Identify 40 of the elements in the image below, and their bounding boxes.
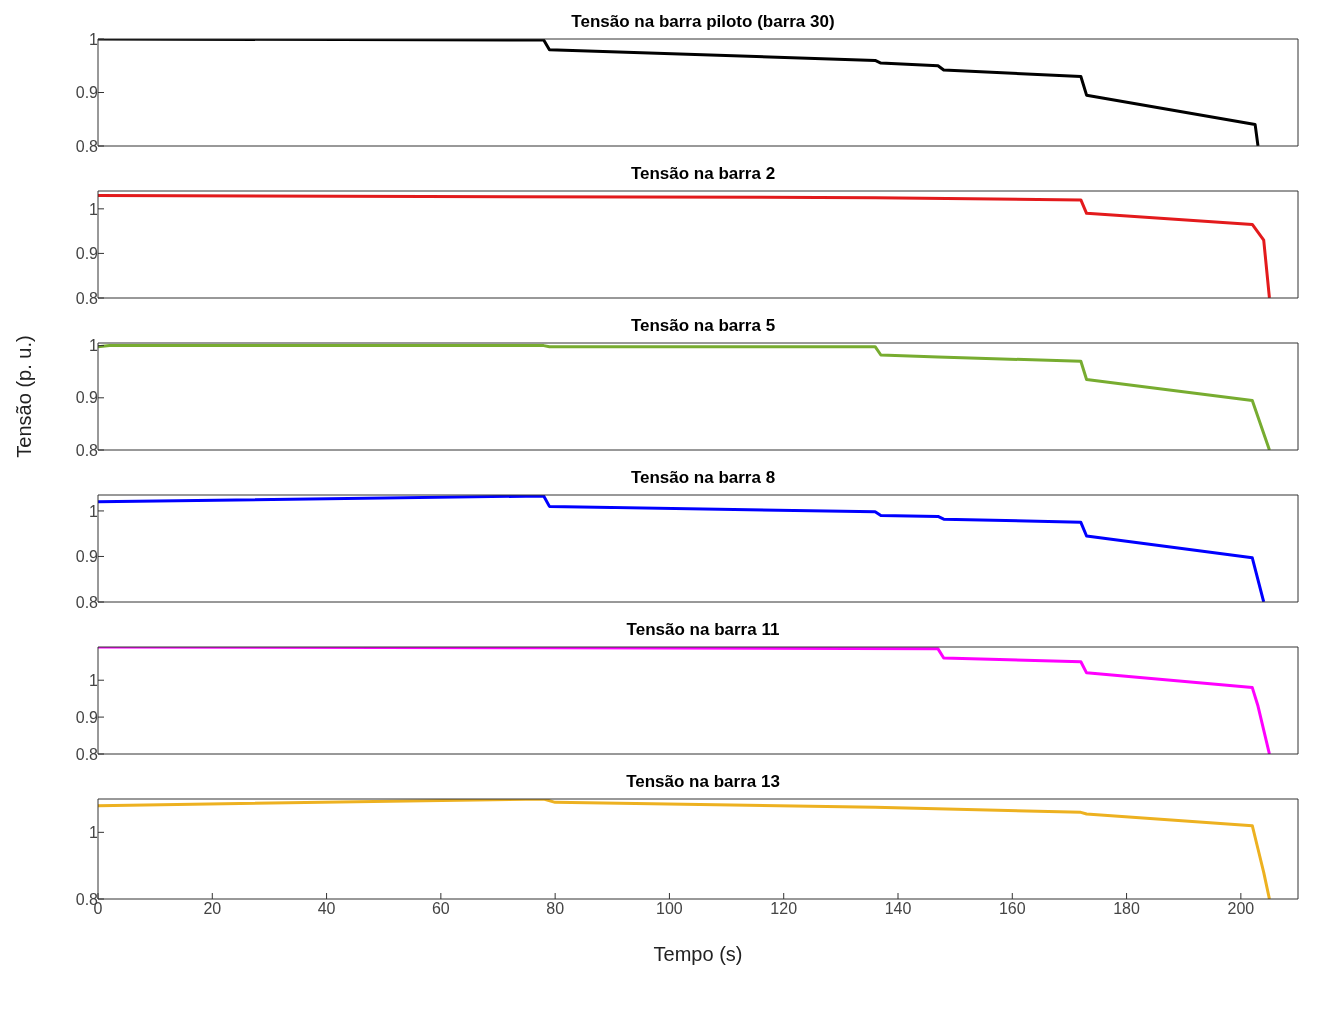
y-tick-label: 0.9 [75, 389, 99, 407]
x-axis-title: Tempo (s) [653, 943, 743, 965]
y-tick-label: 1 [89, 502, 99, 520]
y-tick-label: 0.8 [75, 745, 99, 763]
line-series [98, 344, 1271, 450]
x-tick-label: 40 [317, 900, 336, 918]
x-tick-label: 200 [1227, 900, 1255, 918]
y-tick-label: 1 [89, 671, 99, 689]
y-tick-label: 1 [89, 30, 99, 48]
x-tick-label: 160 [998, 900, 1026, 918]
chart-title: Tensão na barra 5 [629, 316, 777, 336]
chart-title: Tensão na barra 2 [629, 164, 777, 184]
y-tick-label: 0.9 [75, 84, 99, 102]
x-tick-label: 20 [203, 900, 222, 918]
x-tick-label: 120 [770, 900, 798, 918]
y-tick-label: 0.8 [75, 593, 99, 611]
line-series [98, 799, 1271, 899]
y-tick-label: 0.8 [75, 441, 99, 459]
line-series [98, 647, 1271, 754]
line-series [98, 193, 1271, 298]
chart-title: Tensão na barra 13 [625, 772, 781, 792]
x-tick-label: 140 [884, 900, 912, 918]
y-tick-label: 1 [89, 824, 99, 842]
line-series [98, 495, 1266, 602]
y-axis-title: Tensão (p. u.) [13, 335, 36, 458]
y-tick-label: 0.9 [75, 548, 99, 566]
x-tick-label: 60 [431, 900, 450, 918]
x-tick-label: 100 [656, 900, 683, 918]
chart-title: Tensão na barra piloto (barra 30) [570, 12, 836, 32]
y-tick-label: 0.9 [75, 245, 99, 263]
y-tick-label: 1 [89, 337, 99, 355]
x-tick-label: 180 [1113, 900, 1141, 918]
y-tick-label: 0.8 [75, 289, 99, 307]
line-series [98, 39, 1260, 146]
chart-title: Tensão na barra 8 [629, 468, 777, 488]
y-tick-label: 1 [89, 200, 99, 218]
x-tick-label: 80 [546, 900, 565, 918]
y-tick-label: 0.9 [75, 708, 99, 726]
y-tick-label: 0.8 [75, 137, 99, 155]
chart-title: Tensão na barra 11 [625, 620, 781, 640]
